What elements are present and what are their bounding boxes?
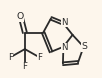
Text: S: S (82, 42, 87, 51)
Text: F: F (37, 53, 42, 62)
Text: N: N (61, 43, 68, 52)
Text: O: O (17, 12, 24, 21)
Text: N: N (61, 18, 68, 27)
Text: F: F (22, 62, 27, 71)
Text: F: F (8, 53, 13, 62)
